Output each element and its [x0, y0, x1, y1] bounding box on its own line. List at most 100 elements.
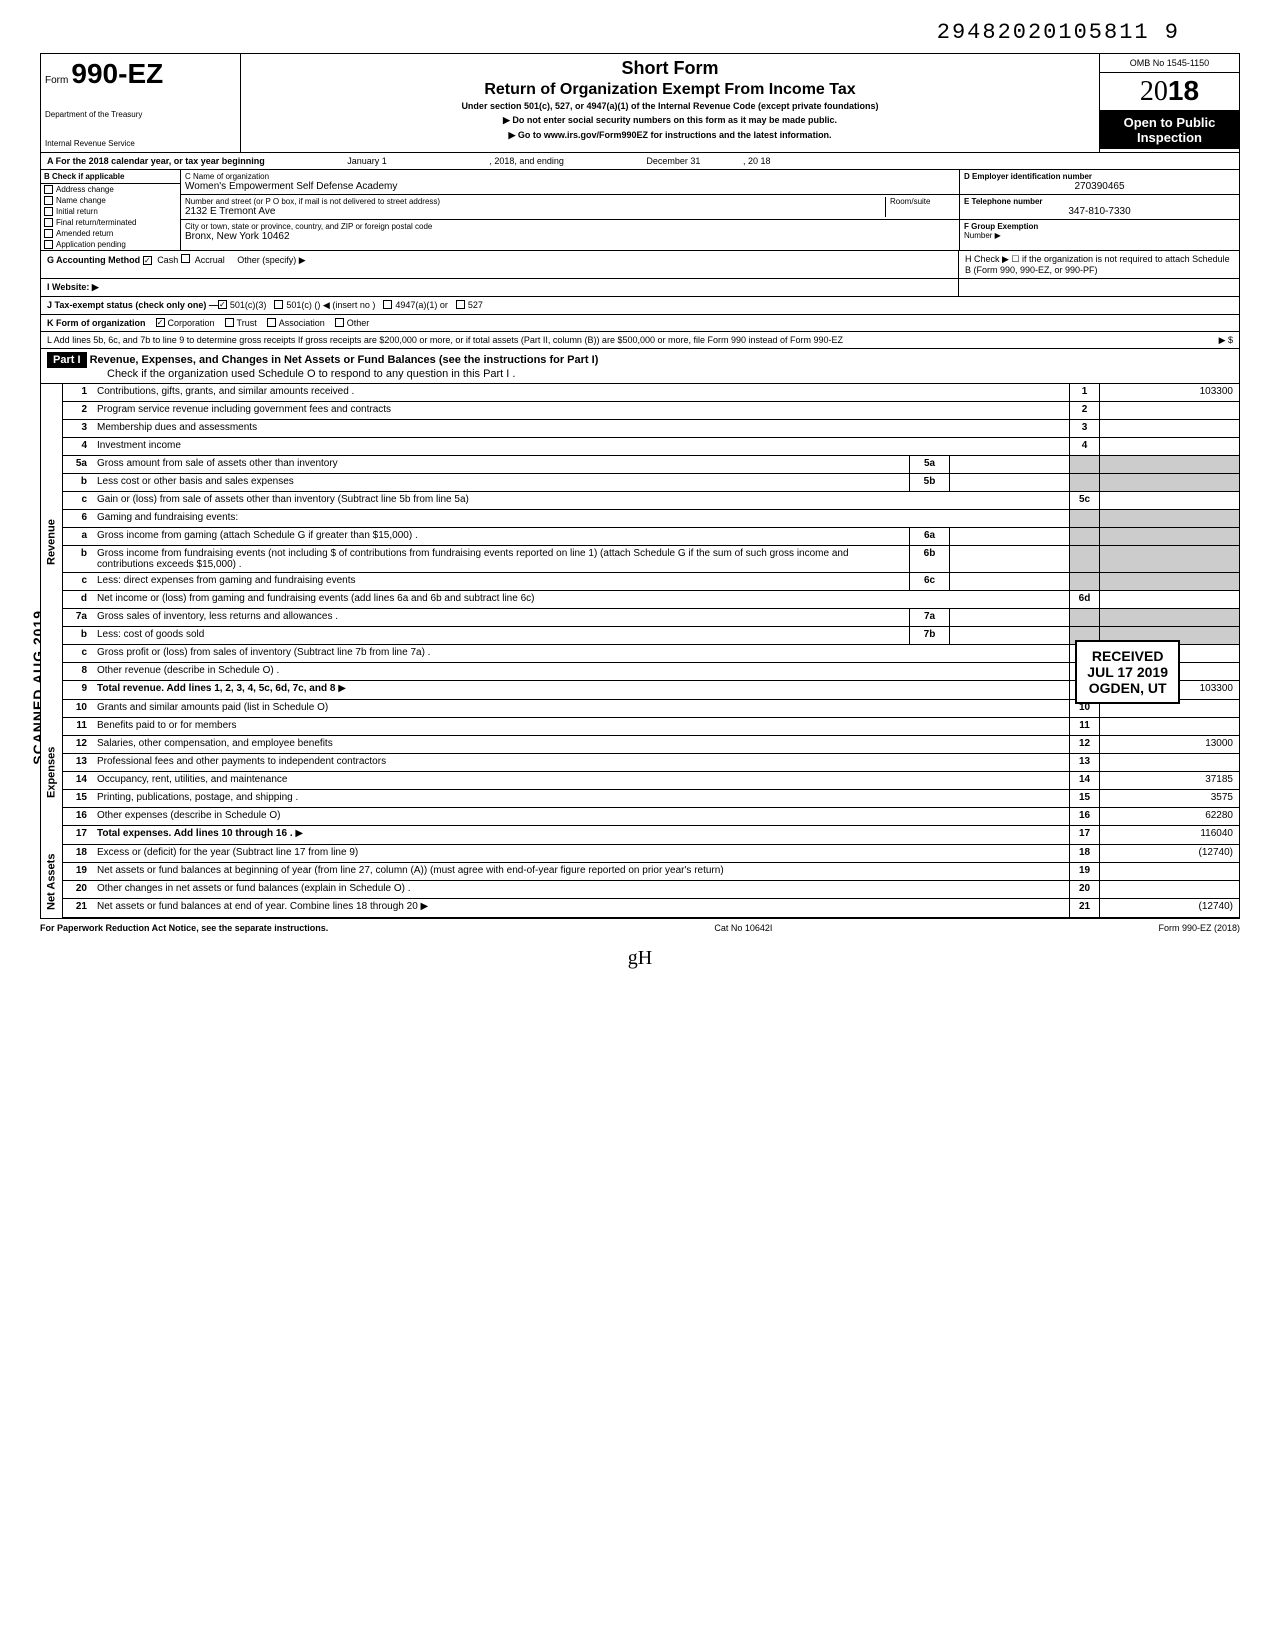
- checkbox-address[interactable]: [44, 185, 53, 194]
- dln: 29482020105811 9: [40, 20, 1180, 45]
- entity-block: B Check if applicable Address change Nam…: [40, 170, 1240, 251]
- goto-line: ▶ Go to www.irs.gov/Form990EZ for instru…: [251, 130, 1089, 141]
- group-exemption-label: F Group Exemption: [964, 222, 1038, 231]
- val-4: [1099, 438, 1239, 455]
- row-l: L Add lines 5b, 6c, and 7b to line 9 to …: [47, 335, 843, 345]
- ssn-warning: ▶ Do not enter social security numbers o…: [251, 115, 1089, 126]
- val-19: [1099, 863, 1239, 880]
- phone: 347-810-7330: [964, 206, 1235, 217]
- line-15: Printing, publications, postage, and shi…: [93, 790, 1069, 807]
- city: Bronx, New York 10462: [185, 231, 955, 242]
- tax-year: 20201818: [1100, 73, 1239, 111]
- row-l-arrow: ▶ $: [1219, 335, 1233, 346]
- line-21: Net assets or fund balances at end of ye…: [93, 899, 1069, 917]
- line-17: Total expenses. Add lines 10 through 16 …: [93, 826, 1069, 844]
- val-6d: [1099, 591, 1239, 608]
- val-1: 103300: [1099, 384, 1239, 401]
- val-15: 3575: [1099, 790, 1239, 807]
- checkbox-4947[interactable]: [383, 300, 392, 309]
- revenue-side-label: Revenue: [40, 384, 62, 700]
- val-21: (12740): [1099, 899, 1239, 917]
- line-5c: Gain or (loss) from sale of assets other…: [93, 492, 1069, 509]
- val-17: 116040: [1099, 826, 1239, 844]
- checkbox-501c[interactable]: [274, 300, 283, 309]
- row-j-label: J Tax-exempt status (check only one) —: [47, 300, 218, 311]
- val-13: [1099, 754, 1239, 771]
- checkbox-trust[interactable]: [225, 318, 234, 327]
- line-13: Professional fees and other payments to …: [93, 754, 1069, 771]
- short-form-title: Short Form: [251, 58, 1089, 79]
- val-12: 13000: [1099, 736, 1239, 753]
- checkbox-501c3[interactable]: ✓: [218, 300, 227, 309]
- phone-label: E Telephone number: [964, 197, 1043, 206]
- form-header: Form 990-EZ Department of the Treasury I…: [40, 53, 1240, 153]
- section-b-label: B Check if applicable: [44, 172, 124, 181]
- group-number: Number ▶: [964, 231, 1235, 240]
- org-name: Women's Empowerment Self Defense Academy: [185, 181, 955, 192]
- expenses-side-label: Expenses: [40, 700, 62, 845]
- line-14: Occupancy, rent, utilities, and maintena…: [93, 772, 1069, 789]
- checkbox-assoc[interactable]: [267, 318, 276, 327]
- row-g-label: G Accounting Method: [47, 255, 140, 265]
- checkbox-cash[interactable]: ✓: [143, 256, 152, 265]
- line-7a: Gross sales of inventory, less returns a…: [93, 609, 909, 626]
- footer: For Paperwork Reduction Act Notice, see …: [40, 918, 1240, 937]
- line-3: Membership dues and assessments: [93, 420, 1069, 437]
- val-20: [1099, 881, 1239, 898]
- name-label: C Name of organization: [185, 172, 955, 181]
- handwritten-initial: gH: [40, 947, 1240, 970]
- line-12: Salaries, other compensation, and employ…: [93, 736, 1069, 753]
- checkbox-pending[interactable]: [44, 240, 53, 249]
- checkbox-initial[interactable]: [44, 207, 53, 216]
- row-h: H Check ▶ ☐ if the organization is not r…: [965, 254, 1230, 275]
- val-16: 62280: [1099, 808, 1239, 825]
- dept-treasury: Department of the Treasury: [45, 110, 236, 119]
- val-3: [1099, 420, 1239, 437]
- ein: 270390465: [964, 181, 1235, 192]
- checkbox-name[interactable]: [44, 196, 53, 205]
- checkbox-other-org[interactable]: [335, 318, 344, 327]
- val-2: [1099, 402, 1239, 419]
- room-label: Room/suite: [890, 197, 955, 206]
- checkbox-final[interactable]: [44, 218, 53, 227]
- line-6b: Gross income from fundraising events (no…: [93, 546, 909, 572]
- row-a: A For the 2018 calendar year, or tax yea…: [40, 153, 1240, 170]
- irs-label: Internal Revenue Service: [45, 139, 236, 148]
- return-title: Return of Organization Exempt From Incom…: [251, 81, 1089, 99]
- checkbox-accrual[interactable]: [181, 254, 190, 263]
- val-11: [1099, 718, 1239, 735]
- line-1: Contributions, gifts, grants, and simila…: [93, 384, 1069, 401]
- open-public: Open to Public Inspection: [1100, 111, 1239, 149]
- val-18: (12740): [1099, 845, 1239, 862]
- checkbox-corp[interactable]: ✓: [156, 318, 165, 327]
- checkbox-amended[interactable]: [44, 229, 53, 238]
- checkbox-527[interactable]: [456, 300, 465, 309]
- line-5a: Gross amount from sale of assets other t…: [93, 456, 909, 473]
- netassets-side-label: Net Assets: [40, 845, 62, 918]
- line-20: Other changes in net assets or fund bala…: [93, 881, 1069, 898]
- row-k-label: K Form of organization: [47, 318, 146, 328]
- street: 2132 E Tremont Ave: [185, 206, 885, 217]
- line-4: Investment income: [93, 438, 1069, 455]
- subtitle: Under section 501(c), 527, or 4947(a)(1)…: [251, 101, 1089, 111]
- line-2: Program service revenue including govern…: [93, 402, 1069, 419]
- line-5b: Less cost or other basis and sales expen…: [93, 474, 909, 491]
- line-6: Gaming and fundraising events:: [93, 510, 1069, 527]
- val-14: 37185: [1099, 772, 1239, 789]
- omb-number: OMB No 1545-1150: [1100, 54, 1239, 73]
- form-prefix: Form: [45, 75, 68, 86]
- line-7c: Gross profit or (loss) from sales of inv…: [93, 645, 1069, 662]
- row-i: I Website: ▶: [47, 282, 99, 292]
- line-6c: Less: direct expenses from gaming and fu…: [93, 573, 909, 590]
- line-7b: Less: cost of goods sold: [93, 627, 909, 644]
- line-10: Grants and similar amounts paid (list in…: [93, 700, 1069, 717]
- part1-header: Part I Revenue, Expenses, and Changes in…: [40, 349, 1240, 384]
- line-6a: Gross income from gaming (attach Schedul…: [93, 528, 909, 545]
- line-19: Net assets or fund balances at beginning…: [93, 863, 1069, 880]
- line-9: Total revenue. Add lines 1, 2, 3, 4, 5c,…: [93, 681, 1069, 699]
- city-label: City or town, state or province, country…: [185, 222, 955, 231]
- val-5c: [1099, 492, 1239, 509]
- ein-label: D Employer identification number: [964, 172, 1092, 181]
- line-6d: Net income or (loss) from gaming and fun…: [93, 591, 1069, 608]
- line-11: Benefits paid to or for members: [93, 718, 1069, 735]
